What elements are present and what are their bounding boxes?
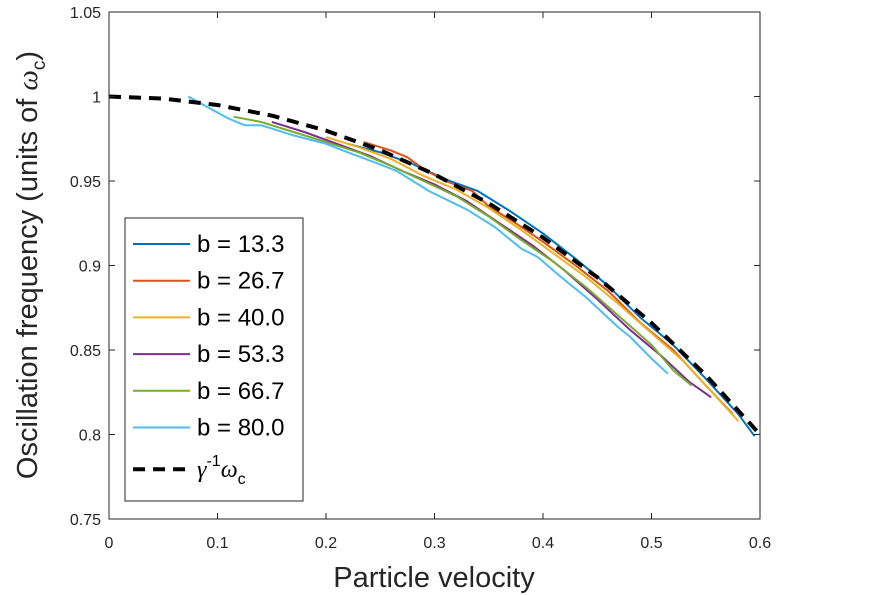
x-tick-label: 0.4 xyxy=(532,535,554,552)
y-tick-label: 0.75 xyxy=(70,512,101,529)
legend-label: γ-1ωc xyxy=(197,453,246,488)
y-tick-label: 0.9 xyxy=(79,259,101,276)
legend-label: b = 13.3 xyxy=(197,231,284,258)
legend-label: b = 26.7 xyxy=(197,268,284,295)
series-line-1 xyxy=(347,142,756,437)
x-tick-label: 0.1 xyxy=(206,535,228,552)
series-line-2 xyxy=(363,141,734,415)
x-tick-label: 0.6 xyxy=(749,535,771,552)
legend-label: b = 53.3 xyxy=(197,341,284,368)
x-axis-label: Particle velocity xyxy=(333,562,535,594)
legend: b = 13.3 b = 26.7 b = 40.0 b = 53.3 b = 66.7… xyxy=(124,217,304,502)
legend-label: b = 80.0 xyxy=(197,415,284,442)
x-tick-label: 0.2 xyxy=(315,535,337,552)
x-tick-label: 0.3 xyxy=(423,535,445,552)
series-line-reference xyxy=(108,94,762,436)
legend-label: b = 66.7 xyxy=(197,378,284,405)
y-tick-label: 1.05 xyxy=(70,5,101,22)
series-layer xyxy=(108,94,762,437)
y-tick-label: 0.95 xyxy=(70,174,101,191)
legend-label: b = 40.0 xyxy=(197,304,284,331)
y-tick-label: 1 xyxy=(92,90,101,107)
series-line-3 xyxy=(325,136,740,422)
legend-box xyxy=(124,217,304,502)
x-tick-label: 0.5 xyxy=(640,535,662,552)
series-line-6 xyxy=(187,95,669,375)
ticks-layer: 0 0.1 0.2 0.3 0.4 0.5 0.6 0.75 0.8 0.85 0.9 0.95 1 1.… xyxy=(70,5,771,552)
y-axis-label: Oscillation frequency (units of ωc) xyxy=(12,51,50,479)
x-tick-label: 0 xyxy=(105,535,114,552)
y-tick-label: 0.85 xyxy=(70,343,101,360)
y-tick-label: 0.8 xyxy=(79,428,101,445)
series-line-5 xyxy=(233,115,693,387)
